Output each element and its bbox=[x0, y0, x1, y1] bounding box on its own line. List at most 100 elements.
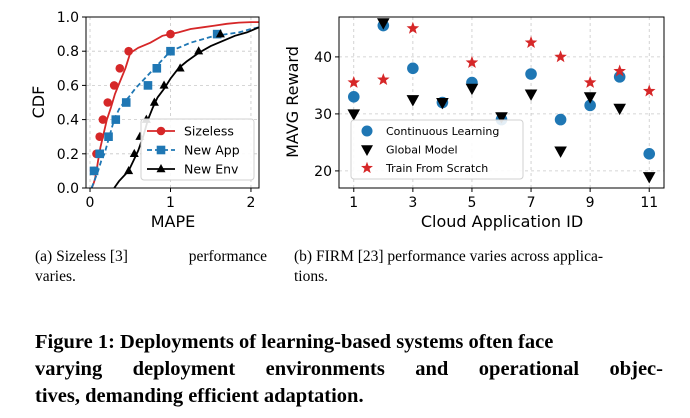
data-point bbox=[465, 56, 479, 68]
data-point bbox=[347, 75, 361, 88]
data-point bbox=[129, 148, 139, 158]
x-tick-label: 7 bbox=[527, 195, 536, 211]
y-tick-label: 0.4 bbox=[57, 113, 79, 129]
data-point bbox=[166, 29, 175, 39]
data-point bbox=[124, 46, 133, 56]
data-point bbox=[584, 99, 596, 112]
data-point bbox=[175, 63, 185, 72]
figure-caption-line2: varying deployment environments and oper… bbox=[35, 356, 663, 383]
chart-b-legend: Continuous Learning Global Model Train Fro… bbox=[350, 119, 524, 180]
subcaption-a-line1-left: (a) Sizeless [3] bbox=[35, 248, 128, 265]
data-point bbox=[98, 115, 108, 124]
data-point bbox=[377, 18, 390, 30]
data-point bbox=[159, 80, 169, 89]
x-tick-label: 1 bbox=[166, 195, 175, 211]
data-point bbox=[524, 89, 538, 101]
data-point bbox=[194, 46, 204, 55]
subcaption-a-line2: varies. bbox=[35, 268, 76, 285]
data-point bbox=[121, 98, 131, 107]
data-point bbox=[495, 112, 508, 124]
chart-b-reward: Continuous Learning Global Model Train Fro… bbox=[283, 16, 665, 231]
data-point bbox=[166, 46, 175, 56]
data-point bbox=[143, 81, 153, 90]
data-point bbox=[212, 29, 222, 39]
y-tick-label: 30 bbox=[314, 107, 332, 123]
chart-a-ylabel: CDF bbox=[29, 86, 48, 119]
legend-label: Continuous Learning bbox=[386, 125, 499, 138]
y-tick-label: 40 bbox=[314, 50, 332, 66]
data-point bbox=[642, 172, 656, 184]
data-point bbox=[554, 113, 567, 126]
legend-box bbox=[350, 119, 524, 180]
data-point bbox=[149, 97, 159, 106]
data-point bbox=[347, 91, 360, 103]
data-point bbox=[104, 132, 113, 141]
caption-word: varying bbox=[35, 358, 103, 380]
caption-word: objec- bbox=[609, 358, 663, 380]
chart-a-xlabel: MAPE bbox=[151, 212, 196, 231]
data-point bbox=[613, 103, 626, 116]
chart-b-frame bbox=[338, 16, 665, 189]
x-tick-label: 3 bbox=[408, 195, 417, 211]
caption-word: deployment bbox=[132, 358, 236, 380]
x-tick-label: 11 bbox=[640, 195, 658, 211]
x-tick-label: 0 bbox=[86, 195, 95, 211]
data-point bbox=[406, 95, 420, 107]
data-point bbox=[215, 29, 225, 38]
y-tick-label: 0.6 bbox=[57, 78, 79, 94]
chart-b-ylabel: MAVG Reward bbox=[283, 46, 302, 158]
legend-marker bbox=[361, 145, 373, 157]
data-point bbox=[103, 98, 113, 107]
legend-marker bbox=[361, 161, 373, 174]
legend-marker bbox=[156, 164, 166, 173]
legend-label: New Env bbox=[184, 162, 239, 177]
subcaption-a: (a) Sizeless [3] performance varies. bbox=[35, 247, 267, 287]
caption-word: and bbox=[415, 358, 449, 380]
data-point bbox=[152, 64, 162, 73]
data-point bbox=[554, 146, 567, 158]
data-point bbox=[436, 98, 449, 110]
data-point bbox=[115, 64, 125, 73]
chart-a-cdf: Sizeless New App New Env 0 1 2 0.0 0.2 0.4 0.6 0.… bbox=[29, 10, 260, 231]
data-point bbox=[554, 50, 567, 63]
data-point bbox=[524, 36, 538, 48]
data-point bbox=[109, 81, 119, 90]
legend-box bbox=[140, 118, 255, 181]
y-tick-label: 1.0 bbox=[57, 10, 79, 26]
x-tick-label: 1 bbox=[349, 195, 358, 211]
data-point bbox=[124, 165, 134, 175]
chart-a-series bbox=[89, 21, 260, 189]
data-point bbox=[407, 62, 419, 75]
legend-label: Global Model bbox=[386, 144, 458, 157]
data-point bbox=[643, 148, 656, 160]
chart-a-frame bbox=[85, 16, 260, 189]
data-point bbox=[111, 115, 121, 124]
subcaption-a-line1-right: performance bbox=[188, 248, 267, 265]
data-point bbox=[377, 73, 390, 86]
data-point bbox=[583, 92, 597, 104]
data-point bbox=[95, 149, 104, 159]
x-tick-label: 9 bbox=[586, 195, 595, 211]
chart-b-series bbox=[347, 18, 656, 184]
figure-caption: Figure 1: Deployments of learning-based … bbox=[35, 329, 663, 410]
caption-word: environments bbox=[265, 358, 385, 380]
data-point bbox=[525, 68, 537, 80]
data-point bbox=[583, 75, 597, 88]
data-point bbox=[613, 64, 626, 77]
x-tick-label: 2 bbox=[246, 195, 255, 211]
x-tick-label: 5 bbox=[467, 195, 476, 211]
legend-marker bbox=[156, 126, 166, 136]
legend-label: Sizeless bbox=[184, 124, 234, 139]
legend-label: New App bbox=[184, 143, 240, 158]
legend-marker bbox=[156, 145, 166, 155]
legend-marker bbox=[361, 125, 373, 137]
subcaption-b-line2: tions. bbox=[294, 268, 329, 285]
chart-b-ticks: 1 3 5 7 9 11 20 30 40 bbox=[314, 50, 658, 211]
subcaption-b: (b) FIRM [23] performance varies across … bbox=[294, 247, 662, 287]
caption-word: operational bbox=[478, 358, 580, 380]
data-point bbox=[406, 21, 420, 34]
figure-caption-line3: tives, demanding efficient adaptation. bbox=[35, 385, 364, 407]
y-tick-label: 0.2 bbox=[57, 147, 79, 163]
data-point bbox=[642, 84, 656, 97]
chart-b-xlabel: Cloud Application ID bbox=[421, 212, 583, 231]
